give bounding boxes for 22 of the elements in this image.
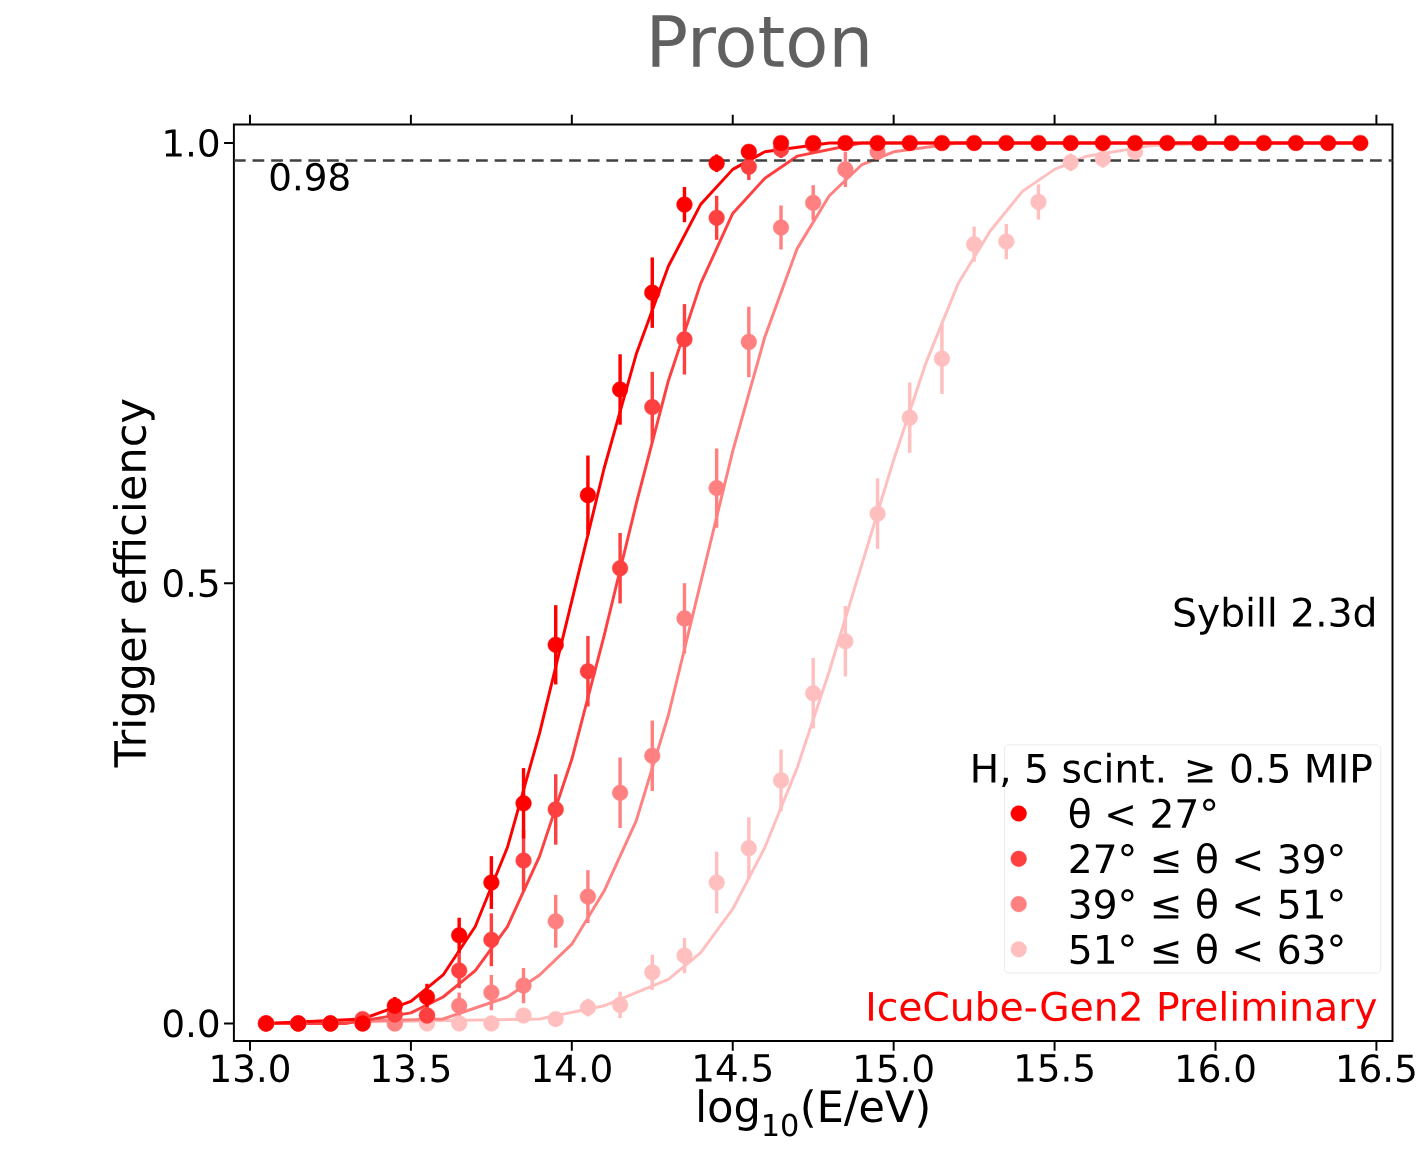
y-tick-label: 1.0 — [165, 128, 219, 157]
x-tick-label: 13.0 — [212, 1054, 289, 1083]
y-tick-label: 0.0 — [163, 1009, 219, 1038]
x-tick-label: 15.5 — [1017, 1054, 1093, 1082]
y-axis-title: Trigger efficiency — [112, 399, 155, 768]
legend-label: 27° ≤ θ < 39° — [1070, 842, 1343, 874]
legend-label: 39° ≤ θ < 51° — [1070, 888, 1343, 919]
x-tick-label: 13.5 — [373, 1054, 450, 1083]
x-tick-label: 14.5 — [695, 1054, 771, 1082]
annotation: IceCube-Gen2 Preliminary — [869, 990, 1377, 1029]
ref-line-label: 0.98 — [270, 162, 349, 191]
y-tick-label: 0.5 — [163, 568, 218, 598]
legend-label: 51° ≤ θ < 63° — [1070, 933, 1343, 965]
x-tick-label: 16.0 — [1178, 1054, 1255, 1083]
x-tick-label: 16.5 — [1339, 1054, 1415, 1083]
legend-label: θ < 27° — [1069, 797, 1216, 829]
annotation: Sybill 2.3d — [1174, 596, 1374, 635]
x-tick-label: 14.0 — [534, 1054, 611, 1083]
chart-title: Proton — [652, 15, 868, 68]
x-tick-label: 15.0 — [856, 1054, 933, 1083]
legend-title: H, 5 scint. ≥ 0.5 MIP — [973, 752, 1372, 787]
x-axis-title: log$_{10}$(E/eV) — [699, 1089, 928, 1137]
